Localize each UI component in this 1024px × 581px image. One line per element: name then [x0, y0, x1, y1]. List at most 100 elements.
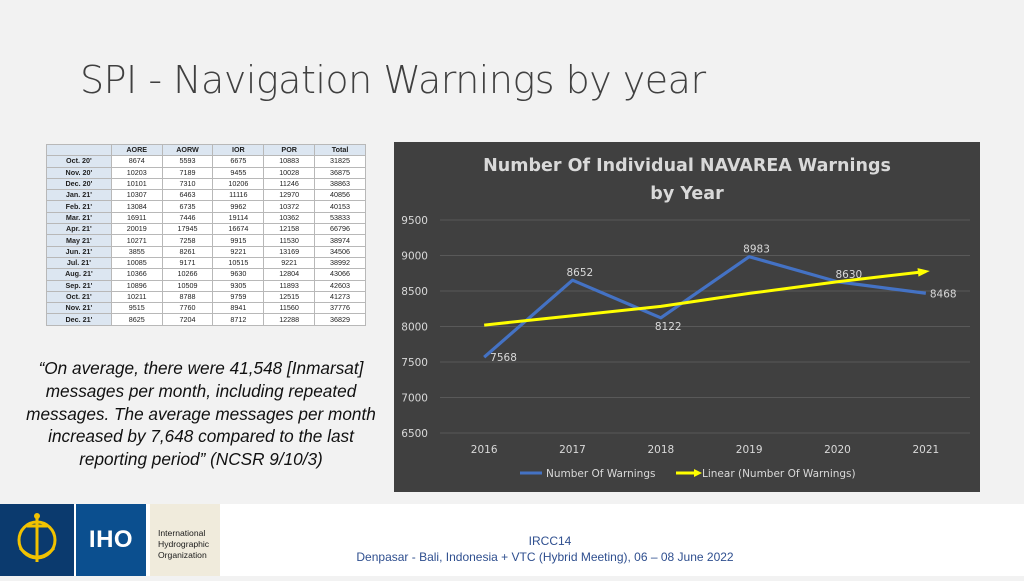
table-cell: 11530 [263, 234, 316, 247]
table-cell: 6675 [212, 155, 265, 168]
table-row: Sep. 21' 10896 10509 9305 11893 42603 [46, 279, 366, 292]
table-cell: 38974 [314, 234, 366, 247]
table-cell: 9759 [212, 290, 265, 304]
chart-svg: Number Of Individual NAVAREA Warnings by … [401, 156, 970, 480]
anchor-icon [17, 513, 57, 562]
table-cell: 31825 [314, 155, 366, 168]
table-cell: 40153 [314, 200, 366, 213]
table-cell: 10307 [110, 189, 163, 202]
table-header-cell: Total [314, 143, 366, 157]
table-cell: 8941 [212, 302, 265, 315]
table-cell: 10101 [110, 177, 163, 191]
iho-emblem-logo [0, 504, 74, 576]
y-tick-label: 8500 [401, 286, 428, 298]
table-header-cell: AORE [110, 143, 163, 157]
table-cell: 7204 [161, 313, 214, 326]
table-cell: 9915 [212, 234, 265, 247]
table-header-cell: IOR [212, 143, 265, 157]
y-tick-label: 8000 [401, 322, 428, 334]
y-tick-label: 6500 [401, 428, 428, 440]
table-header-cell [46, 143, 112, 157]
x-tick-label: 2017 [559, 444, 586, 456]
table-cell: 42603 [314, 279, 366, 292]
slide-title: SPI - Navigation Warnings by year [80, 58, 706, 102]
monthly-messages-table: AORE AORW IOR POR Total Oct. 20' 8674 5593… [46, 143, 366, 326]
table-cell: 38863 [314, 177, 366, 191]
table-cell: 10203 [110, 166, 163, 179]
table-cell: 9630 [212, 268, 265, 281]
trendline-arrowhead [917, 268, 930, 277]
table-cell: 40856 [314, 189, 366, 202]
legend-label: Linear (Number Of Warnings) [702, 468, 856, 480]
table-cell: 9305 [212, 279, 265, 292]
table-row-label: Oct. 20' [46, 155, 112, 168]
data-label: 8122 [655, 321, 682, 333]
chart-title: Number Of Individual NAVAREA Warnings [483, 156, 891, 176]
organization-name: International Hydrographic Organization [150, 504, 220, 576]
table-cell: 12515 [263, 290, 316, 304]
event-name: IRCC14 [528, 534, 572, 548]
table-cell: 10372 [263, 200, 316, 213]
table-row-label: Mar. 21' [46, 211, 112, 225]
x-tick-label: 2018 [647, 444, 674, 456]
table-row-label: Nov. 20' [46, 166, 112, 179]
table-cell: 38992 [314, 256, 366, 270]
warnings-chart: Number Of Individual NAVAREA Warnings by … [394, 142, 980, 492]
table-cell: 10883 [263, 155, 316, 168]
table-row: Oct. 21' 10211 8788 9759 12515 41273 [46, 290, 366, 304]
table-row: Oct. 20' 8674 5593 6675 10883 31825 [46, 155, 366, 168]
table-row: Dec. 20' 10101 7310 10206 11246 38863 [46, 177, 366, 191]
table-cell: 10362 [263, 211, 316, 225]
table-cell: 9455 [212, 166, 265, 179]
table-row: Aug. 21' 10366 10266 9630 12804 43066 [46, 268, 366, 281]
data-label: 8468 [930, 288, 957, 300]
legend-arrow [694, 469, 702, 477]
series-line [483, 255, 927, 359]
y-tick-label: 9500 [401, 215, 428, 227]
iho-logo-text: IHO [76, 504, 146, 576]
x-tick-label: 2019 [736, 444, 763, 456]
y-tick-label: 7500 [401, 357, 428, 369]
table-header-row: AORE AORW IOR POR Total [46, 143, 366, 157]
table-row: Jul. 21' 10085 9171 10515 9221 38992 [46, 256, 366, 270]
table-cell: 34506 [314, 245, 366, 258]
quote-text: “On average, there were 41,548 [Inmarsat… [26, 358, 376, 470]
table-row-label: Feb. 21' [46, 200, 112, 213]
table-row: Nov. 20' 10203 7189 9455 10028 36875 [46, 166, 366, 179]
table-cell: 8674 [110, 155, 163, 168]
table-row-label: Nov. 21' [46, 302, 112, 315]
table-cell: 17945 [161, 223, 214, 236]
table-row-label: Dec. 20' [46, 177, 112, 191]
table-cell: 10515 [212, 256, 265, 270]
table-row-label: Jul. 21' [46, 256, 112, 270]
table-cell: 8788 [161, 290, 214, 304]
table-cell: 9515 [110, 302, 163, 315]
table-cell: 10211 [110, 290, 163, 304]
table-row-label: May 21' [46, 234, 112, 247]
table-cell: 10028 [263, 166, 316, 179]
table-row: Nov. 21' 9515 7760 8941 11560 37776 [46, 302, 366, 315]
table-cell: 12288 [263, 313, 316, 326]
table-cell: 20019 [110, 223, 163, 236]
table-cell: 7310 [161, 177, 214, 191]
table-cell: 9171 [161, 256, 214, 270]
table-row: May 21' 10271 7258 9915 11530 38974 [46, 234, 366, 247]
table-cell: 12804 [263, 268, 316, 281]
table-cell: 9962 [212, 200, 265, 213]
x-tick-label: 2021 [912, 444, 939, 456]
table-cell: 8625 [110, 313, 163, 326]
table-row-label: Jun. 21' [46, 245, 112, 258]
table-cell: 11246 [263, 177, 316, 191]
table-header-cell: AORW [161, 143, 214, 157]
table-cell: 13169 [263, 245, 316, 258]
event-venue: Denpasar - Bali, Indonesia + VTC (Hybrid… [356, 550, 734, 564]
table-row: Jan. 21' 10307 6463 11116 12970 40856 [46, 189, 366, 202]
legend-label: Number Of Warnings [546, 468, 655, 480]
table-cell: 10896 [110, 279, 163, 292]
table-cell: 3855 [110, 245, 163, 258]
table-row-label: Jan. 21' [46, 189, 112, 202]
table-cell: 10266 [161, 268, 214, 281]
table-row: Apr. 21' 20019 17945 16674 12158 66796 [46, 223, 366, 236]
table-cell: 7189 [161, 166, 214, 179]
data-label: 8652 [567, 267, 594, 279]
